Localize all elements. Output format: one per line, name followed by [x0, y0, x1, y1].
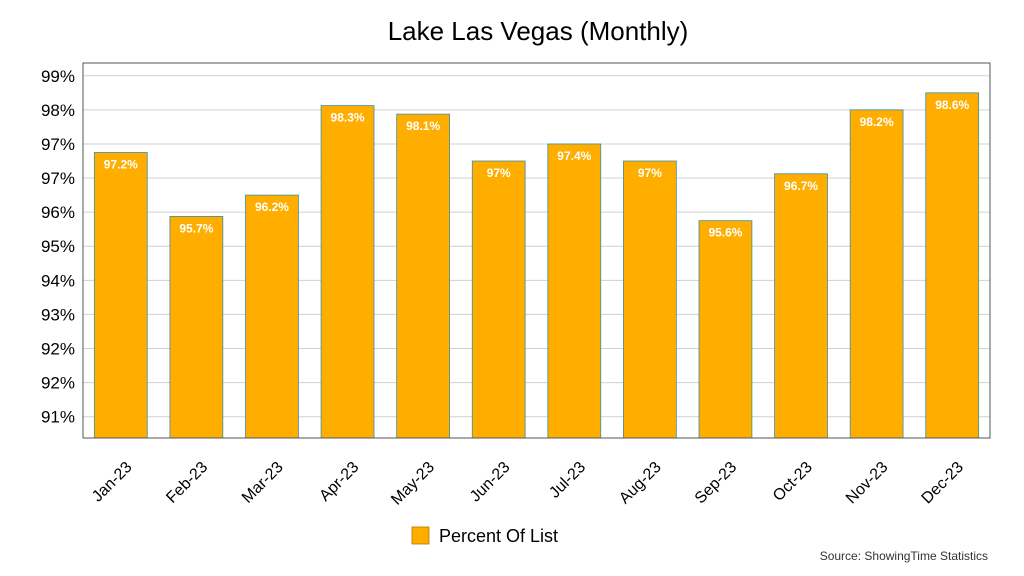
y-tick-label: 96%: [41, 203, 75, 222]
data-label: 98.2%: [860, 115, 894, 129]
legend-swatch: [411, 526, 430, 545]
y-tick-label: 97%: [41, 169, 75, 188]
bar: [774, 173, 828, 439]
x-tick-label: Aug-23: [616, 459, 665, 508]
data-label: 95.6%: [708, 226, 742, 240]
data-label: 96.2%: [255, 200, 289, 214]
y-tick-label: 95%: [41, 237, 75, 256]
y-tick-label: 92%: [41, 374, 75, 393]
gridlines: [83, 75, 990, 418]
bars: 97.2% 95.7% 96.2% 98.3% 98.1% 97% 97.4% 97% 95.6…: [93, 92, 980, 439]
bar: [245, 194, 299, 439]
x-tick-label: Dec-23: [919, 459, 968, 508]
bar: [925, 92, 980, 439]
bar: [698, 220, 753, 439]
data-label: 98.1%: [406, 119, 440, 133]
x-tick-label: Apr-23: [316, 459, 362, 505]
y-tick-label: 98%: [41, 101, 75, 120]
data-label: 97%: [638, 166, 662, 180]
y-tick-label: 97%: [41, 135, 75, 154]
x-tick-label: May-23: [388, 459, 438, 509]
x-tick-label: Jan-23: [89, 459, 136, 506]
x-tick-label: Nov-23: [843, 459, 892, 508]
x-tick-label: Sep-23: [692, 459, 741, 508]
x-tick-label: Mar-23: [239, 459, 287, 507]
source-note: Source: ShowingTime Statistics: [820, 549, 988, 563]
bar: [93, 152, 148, 439]
x-axis: Jan-23 Feb-23 Mar-23 Apr-23 May-23 Jun-23 Jul-…: [89, 459, 967, 509]
legend-label: Percent Of List: [439, 526, 558, 546]
bar: [849, 109, 904, 439]
data-label: 97%: [487, 166, 511, 180]
x-tick-label: Feb-23: [163, 459, 211, 507]
chart-title: Lake Las Vegas (Monthly): [388, 16, 689, 46]
data-label: 97.2%: [104, 157, 138, 171]
y-tick-label: 99%: [41, 67, 75, 86]
y-tick-label: 94%: [41, 271, 75, 290]
y-axis: 91% 92% 92% 93% 94% 95% 96% 97% 97% 98% 99%: [41, 67, 75, 427]
bar: [547, 143, 602, 439]
y-tick-label: 93%: [41, 305, 75, 324]
bar: [320, 105, 375, 439]
bar: [623, 160, 677, 439]
bar: [169, 216, 224, 439]
plot-area-frame: [82, 62, 991, 439]
y-tick-label: 91%: [41, 408, 75, 427]
bar: [471, 160, 526, 439]
y-tick-label: 92%: [41, 340, 75, 359]
x-tick-label: Oct-23: [770, 459, 816, 505]
data-label: 98.3%: [331, 111, 365, 125]
legend: Percent Of List: [411, 526, 558, 546]
data-label: 95.7%: [179, 221, 213, 235]
data-label: 97.4%: [557, 149, 591, 163]
x-tick-label: Jul-23: [546, 459, 589, 502]
data-label: 98.6%: [935, 98, 969, 112]
data-label: 96.7%: [784, 179, 818, 193]
x-tick-label: Jun-23: [467, 459, 514, 506]
bar: [396, 113, 450, 439]
